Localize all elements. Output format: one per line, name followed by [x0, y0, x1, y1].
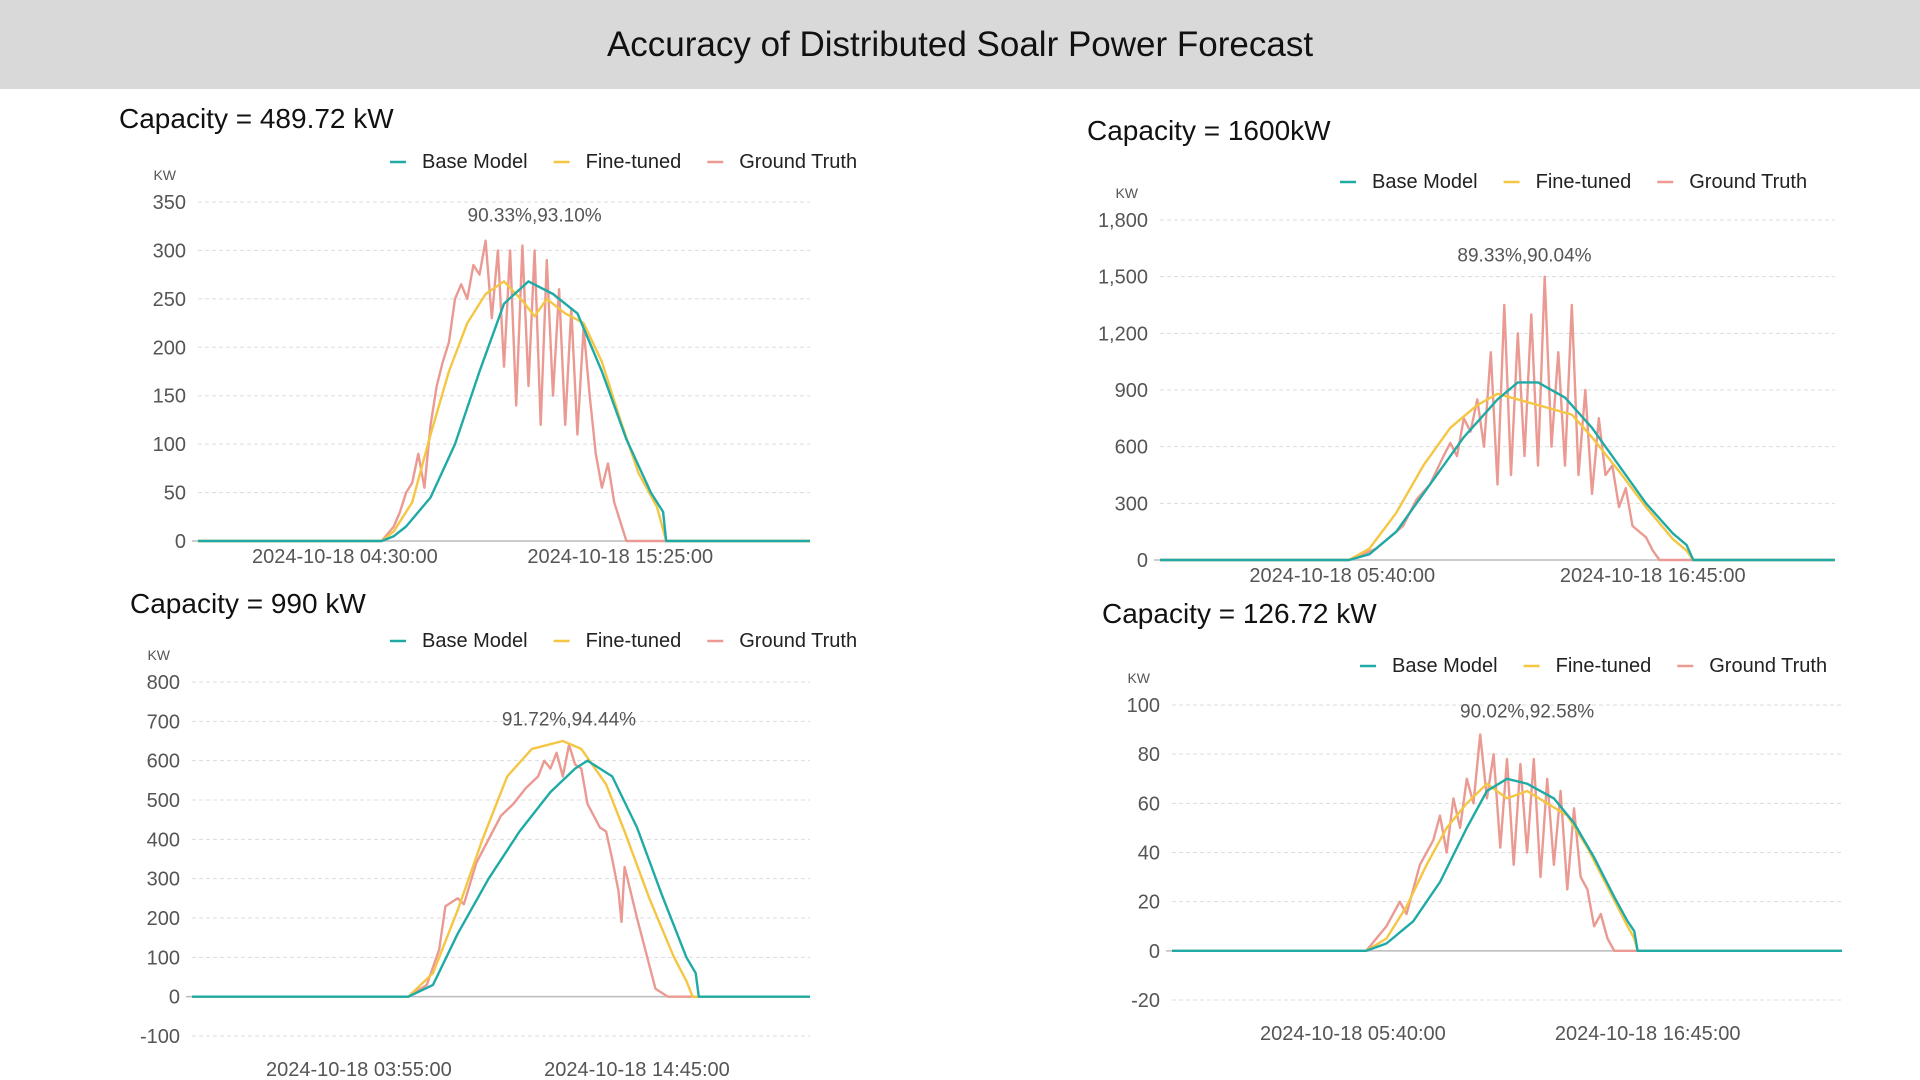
page-title: Accuracy of Distributed Soalr Power Fore…	[606, 24, 1314, 64]
y-tick-label: 1,800	[1098, 210, 1148, 232]
chart-2: KW 0 300 600 900 1,200 1,500 1,800 2024-10-18 05…	[1098, 171, 1835, 587]
series-line-fine	[192, 739, 810, 998]
capacity-title-2: Capacity = 1600kW	[1087, 115, 1331, 146]
x-tick-label: 2024-10-18 03:55:00	[266, 1059, 452, 1080]
y-tick-label: 20	[1138, 892, 1160, 914]
legend-label[interactable]: Base Model	[422, 151, 528, 173]
x-tick-label: 2024-10-18 16:45:00	[1555, 1023, 1741, 1045]
series-line-base	[1160, 381, 1835, 562]
y-unit-label: KW	[147, 647, 170, 663]
y-tick-label: 300	[153, 240, 186, 262]
y-tick-label: 100	[153, 434, 186, 456]
y-tick-label: 400	[147, 829, 180, 851]
series-line-fine	[1160, 392, 1835, 562]
series-line-truth	[1172, 733, 1842, 952]
y-tick-label: 1,200	[1098, 323, 1148, 345]
chart-3: KW -100 0 100 200 300 400 500 600 700 800 2024-10-1…	[140, 630, 857, 1080]
y-tick-label: 250	[153, 289, 186, 311]
legend-label[interactable]: Base Model	[1372, 171, 1478, 193]
title-bar: Accuracy of Distributed Soalr Power Fore…	[0, 0, 1920, 89]
series-line-truth	[192, 743, 810, 998]
y-tick-label: 600	[1115, 437, 1148, 459]
x-tick-label: 2024-10-18 04:30:00	[252, 546, 438, 568]
y-tick-label: 60	[1138, 793, 1160, 815]
accuracy-annotation: 91.72%,94.44%	[502, 709, 636, 730]
y-tick-label: 0	[1149, 941, 1160, 963]
y-tick-label: 0	[169, 987, 180, 1009]
capacity-title-4: Capacity = 126.72 kW	[1102, 598, 1377, 629]
accuracy-annotation: 89.33%,90.04%	[1457, 246, 1591, 267]
chart-1: KW 0 50 100 150 200 250 300 350 2024-10-18 04:30:…	[153, 151, 857, 568]
y-tick-label: 80	[1138, 744, 1160, 766]
y-unit-label: KW	[153, 167, 176, 183]
legend-label[interactable]: Fine-tuned	[1536, 171, 1632, 193]
x-tick-label: 2024-10-18 05:40:00	[1249, 565, 1435, 587]
series-line-fine	[198, 280, 810, 543]
y-tick-label: 100	[1127, 695, 1160, 717]
y-tick-label: 300	[147, 869, 180, 891]
y-tick-label: 0	[1137, 550, 1148, 572]
legend-label[interactable]: Ground Truth	[739, 151, 857, 173]
y-tick-label: 1,500	[1098, 267, 1148, 289]
x-tick-label: 2024-10-18 14:45:00	[544, 1059, 730, 1080]
legend-label[interactable]: Ground Truth	[1709, 655, 1827, 677]
x-tick-label: 2024-10-18 15:25:00	[527, 546, 713, 568]
y-tick-label: 100	[147, 947, 180, 969]
legend-label[interactable]: Fine-tuned	[586, 151, 682, 173]
accuracy-annotation: 90.02%,92.58%	[1460, 701, 1594, 722]
accuracy-annotation: 90.33%,93.10%	[468, 205, 602, 226]
capacity-title-3: Capacity = 990 kW	[130, 588, 366, 619]
y-tick-label: -100	[140, 1026, 180, 1048]
y-tick-label: 350	[153, 192, 186, 214]
y-tick-label: 900	[1115, 380, 1148, 402]
legend-label[interactable]: Base Model	[422, 630, 528, 652]
series-line-truth	[198, 239, 810, 543]
capacity-title-1: Capacity = 489.72 kW	[119, 103, 394, 134]
y-tick-label: 50	[164, 483, 186, 505]
series-line-base	[198, 280, 810, 543]
y-tick-label: 600	[147, 751, 180, 773]
y-tick-label: 700	[147, 711, 180, 733]
legend-label[interactable]: Fine-tuned	[1556, 655, 1652, 677]
y-unit-label: KW	[1127, 670, 1150, 686]
y-tick-label: 200	[147, 908, 180, 930]
series-line-base	[192, 759, 810, 998]
y-tick-label: 0	[175, 531, 186, 553]
series-line-fine	[1172, 782, 1842, 952]
y-tick-label: 300	[1115, 493, 1148, 515]
y-tick-label: 800	[147, 672, 180, 694]
y-tick-label: 500	[147, 790, 180, 812]
y-unit-label: KW	[1115, 185, 1138, 201]
series-line-truth	[1160, 275, 1835, 562]
legend-label[interactable]: Ground Truth	[739, 630, 857, 652]
y-tick-label: 200	[153, 337, 186, 359]
series-line-base	[1172, 777, 1842, 952]
y-tick-label: 40	[1138, 843, 1160, 865]
x-tick-label: 2024-10-18 05:40:00	[1260, 1023, 1446, 1045]
y-tick-label: -20	[1131, 990, 1160, 1012]
y-tick-label: 150	[153, 386, 186, 408]
legend-label[interactable]: Base Model	[1392, 655, 1498, 677]
x-tick-label: 2024-10-18 16:45:00	[1560, 565, 1746, 587]
legend-label[interactable]: Fine-tuned	[586, 630, 682, 652]
chart-4: KW -20 0 20 40 60 80 100 2024-10-18 05:40:00 2024…	[1127, 655, 1842, 1045]
legend-label[interactable]: Ground Truth	[1689, 171, 1807, 193]
